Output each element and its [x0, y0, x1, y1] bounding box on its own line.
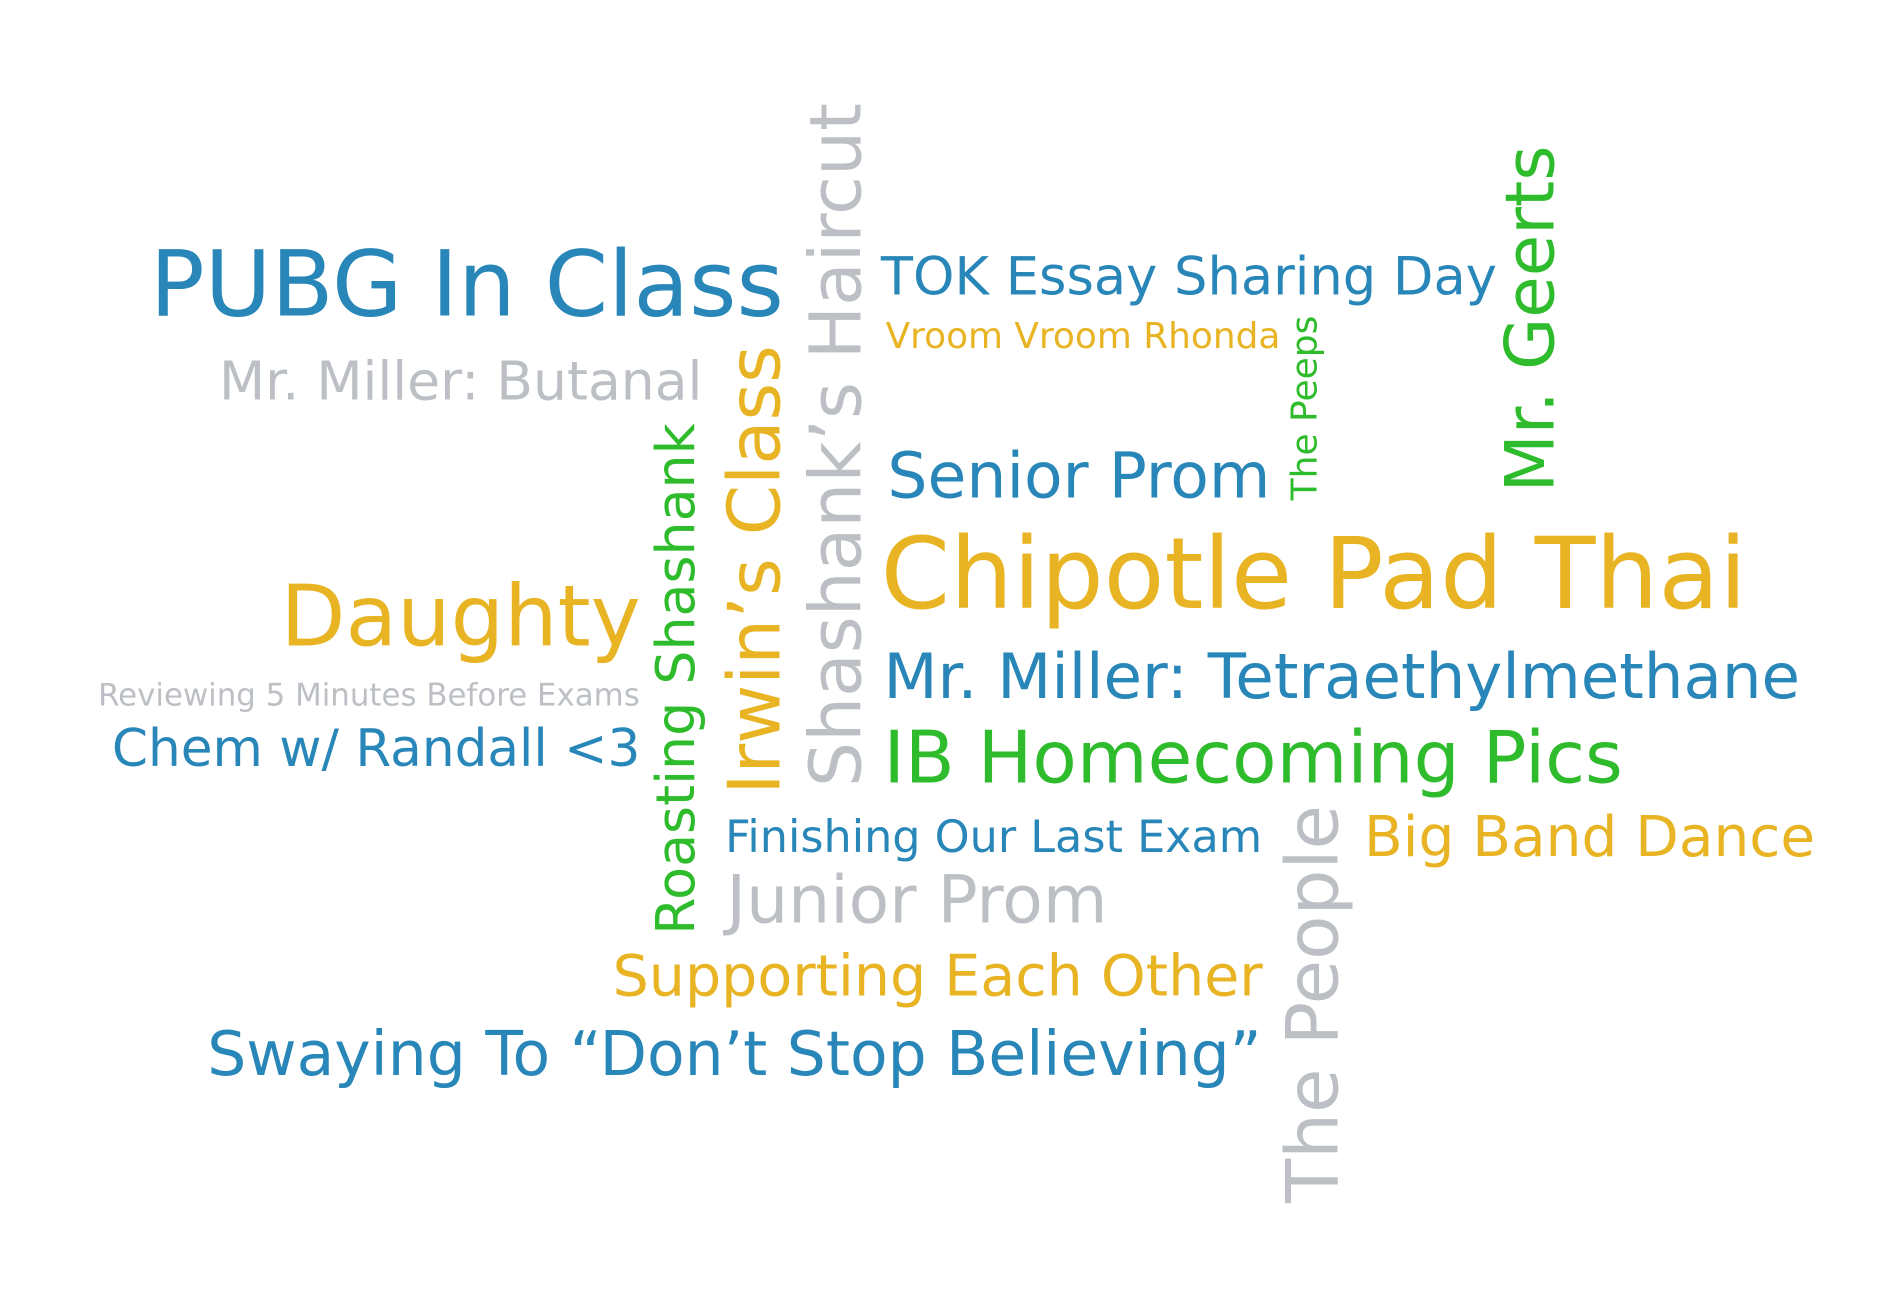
word-pubg-in-class: PUBG In Class [149, 232, 784, 338]
word-shashanks-haircut: Shashank’s Haircut [793, 103, 878, 787]
word-mr-miller-butanal: Mr. Miller: Butanal [218, 350, 703, 413]
word-senior-prom: Senior Prom [886, 437, 1270, 513]
word-chem-with-randall: Chem w/ Randall <3 [111, 717, 641, 779]
word-the-peeps: The Peeps [1283, 315, 1325, 500]
word-junior-prom: Junior Prom [726, 860, 1107, 939]
word-mr-geerts: Mr. Geerts [1491, 145, 1570, 492]
word-ib-homecoming-pics: IB Homecoming Pics [882, 716, 1623, 801]
word-mr-miller-tetraethylmethane: Mr. Miller: Tetraethylmethane [882, 639, 1800, 713]
word-irwins-class: Irwin’s Class [712, 345, 798, 795]
word-reviewing-before-exams: Reviewing 5 Minutes Before Exams [98, 676, 640, 714]
word-finishing-our-last-exam: Finishing Our Last Exam [725, 811, 1263, 863]
word-the-people: The People [1270, 804, 1355, 1204]
word-supporting-each-other: Supporting Each Other [612, 942, 1263, 1009]
word-vroom-vroom-rhonda: Vroom Vroom Rhonda [885, 316, 1280, 357]
word-tok-essay-sharing-day: TOK Essay Sharing Day [880, 245, 1497, 308]
word-roasting-shashank: Roasting Shashank [644, 423, 707, 935]
word-big-band-dance: Big Band Dance [1363, 804, 1816, 870]
word-daughty: Daughty [279, 567, 641, 667]
word-chipotle-pad-thai: Chipotle Pad Thai [880, 516, 1747, 633]
word-swaying-dont-stop-believing: Swaying To “Don’t Stop Believing” [207, 1016, 1262, 1090]
